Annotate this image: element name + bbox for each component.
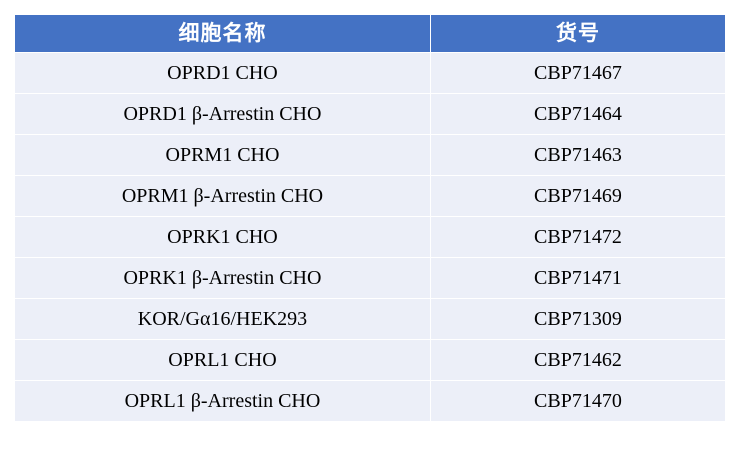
cell-name: OPRM1 CHO — [14, 134, 431, 176]
cell-name: OPRL1 β-Arrestin CHO — [14, 380, 431, 422]
cell-catalog: CBP71462 — [429, 339, 727, 381]
table-row: OPRM1 CHO CBP71463 — [14, 134, 727, 176]
table-row: OPRK1 β-Arrestin CHO CBP71471 — [14, 257, 727, 299]
table-row: OPRM1 β-Arrestin CHO CBP71469 — [14, 175, 727, 217]
cell-name: OPRK1 β-Arrestin CHO — [14, 257, 431, 299]
table-row: OPRD1 CHO CBP71467 — [14, 52, 727, 94]
cell-catalog: CBP71467 — [429, 52, 727, 94]
table-row: OPRL1 β-Arrestin CHO CBP71470 — [14, 380, 727, 422]
cell-catalog: CBP71309 — [429, 298, 727, 340]
cell-name: OPRL1 CHO — [14, 339, 431, 381]
cell-catalog: CBP71463 — [429, 134, 727, 176]
table-row: KOR/Gα16/HEK293 CBP71309 — [14, 298, 727, 340]
table-row: OPRL1 CHO CBP71462 — [14, 339, 727, 381]
cell-catalog: CBP71471 — [429, 257, 727, 299]
cell-line-table: 细胞名称 货号 OPRD1 CHO CBP71467 OPRD1 β-Arres… — [14, 14, 727, 422]
table-row: OPRK1 CHO CBP71472 — [14, 216, 727, 258]
table-header: 细胞名称 货号 — [14, 14, 727, 53]
column-header-cell-name: 细胞名称 — [14, 14, 431, 53]
table-row: OPRD1 β-Arrestin CHO CBP71464 — [14, 93, 727, 135]
column-header-catalog-number: 货号 — [429, 14, 727, 53]
cell-name: OPRD1 CHO — [14, 52, 431, 94]
cell-name: KOR/Gα16/HEK293 — [14, 298, 431, 340]
cell-catalog: CBP71470 — [429, 380, 727, 422]
cell-catalog: CBP71464 — [429, 93, 727, 135]
cell-name: OPRD1 β-Arrestin CHO — [14, 93, 431, 135]
cell-line-table-container: 细胞名称 货号 OPRD1 CHO CBP71467 OPRD1 β-Arres… — [14, 14, 727, 422]
cell-name: OPRM1 β-Arrestin CHO — [14, 175, 431, 217]
cell-catalog: CBP71469 — [429, 175, 727, 217]
cell-catalog: CBP71472 — [429, 216, 727, 258]
cell-name: OPRK1 CHO — [14, 216, 431, 258]
table-header-row: 细胞名称 货号 — [14, 14, 727, 53]
table-body: OPRD1 CHO CBP71467 OPRD1 β-Arrestin CHO … — [14, 52, 727, 422]
